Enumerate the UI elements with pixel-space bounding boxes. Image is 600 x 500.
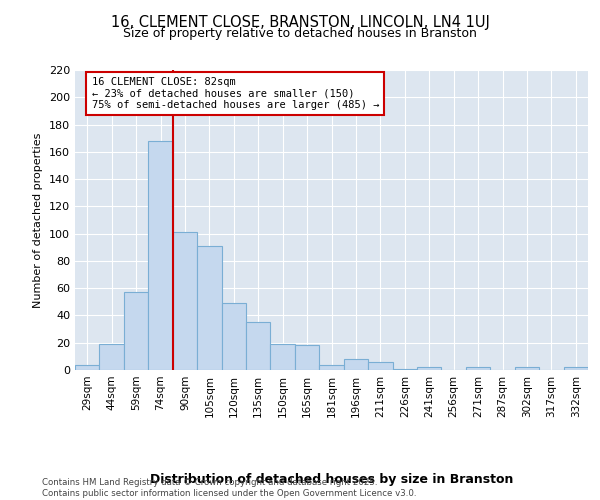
Bar <box>246 322 271 370</box>
Text: 16 CLEMENT CLOSE: 82sqm
← 23% of detached houses are smaller (150)
75% of semi-d: 16 CLEMENT CLOSE: 82sqm ← 23% of detache… <box>92 77 379 110</box>
Text: Size of property relative to detached houses in Branston: Size of property relative to detached ho… <box>123 28 477 40</box>
Bar <box>75 364 100 370</box>
Bar <box>319 364 344 370</box>
X-axis label: Distribution of detached houses by size in Branston: Distribution of detached houses by size … <box>150 472 513 486</box>
Bar <box>368 362 392 370</box>
Bar <box>124 292 148 370</box>
Text: 16, CLEMENT CLOSE, BRANSTON, LINCOLN, LN4 1UJ: 16, CLEMENT CLOSE, BRANSTON, LINCOLN, LN… <box>110 15 490 30</box>
Bar <box>515 368 539 370</box>
Bar <box>344 359 368 370</box>
Bar <box>563 368 588 370</box>
Bar <box>466 368 490 370</box>
Bar <box>148 141 173 370</box>
Bar <box>417 368 442 370</box>
Bar <box>173 232 197 370</box>
Bar <box>221 303 246 370</box>
Bar <box>295 346 319 370</box>
Bar <box>392 368 417 370</box>
Bar <box>100 344 124 370</box>
Y-axis label: Number of detached properties: Number of detached properties <box>34 132 43 308</box>
Bar <box>197 246 221 370</box>
Text: Contains HM Land Registry data © Crown copyright and database right 2025.
Contai: Contains HM Land Registry data © Crown c… <box>42 478 416 498</box>
Bar <box>271 344 295 370</box>
